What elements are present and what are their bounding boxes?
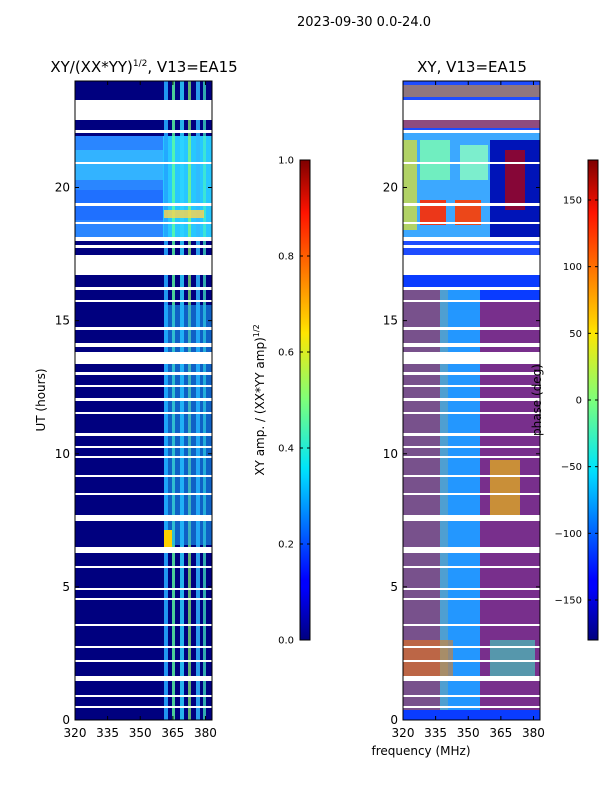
right-cbar-tick-label: −50 — [561, 462, 582, 473]
left-panel-title: XY/(XX*YY)1/2, V13=EA15 — [50, 58, 237, 76]
left-colorbar — [299, 159, 311, 641]
right-cbar-tick-label: 0 — [576, 396, 582, 407]
right-heatmap — [403, 81, 540, 720]
figure-suptitle: 2023-09-30 0.0-24.0 — [297, 15, 431, 30]
left-xtick-label: 320 — [64, 726, 87, 740]
right-colorbar-label: phase (deg) — [530, 364, 544, 436]
right-xtick-label: 320 — [392, 726, 415, 740]
left-xtick-label: 365 — [161, 726, 184, 740]
left-cbar-tick-label: 0.4 — [278, 444, 294, 455]
left-cbar-tick-label: 1.0 — [278, 156, 294, 167]
right-ytick-label: 20 — [383, 181, 398, 195]
right-cbar-tick-label: 50 — [569, 329, 582, 340]
left-title-sup: 1/2 — [133, 59, 147, 69]
left-plot-frame — [74, 80, 213, 721]
right-ytick-label: 15 — [383, 314, 398, 328]
left-xtick-label: 350 — [129, 726, 152, 740]
figure-xlabel: frequency (MHz) — [371, 744, 470, 758]
right-ytick-label: 5 — [390, 580, 398, 594]
right-axes: 320 335 350 365 380 0 5 10 15 20 — [383, 81, 545, 740]
left-ytick-label: 10 — [55, 447, 70, 461]
left-ytick-label: 15 — [55, 314, 70, 328]
right-cbar-tick-label: 150 — [563, 196, 582, 207]
left-xtick-label: 380 — [194, 726, 217, 740]
right-xtick-label: 350 — [457, 726, 480, 740]
left-cbar-tick-label: 0.0 — [278, 636, 294, 647]
left-xtick-label: 335 — [96, 726, 119, 740]
left-axes: 320 335 350 365 380 0 5 10 15 20 — [55, 81, 217, 740]
left-heatmap — [75, 81, 212, 720]
right-ytick-label: 10 — [383, 447, 398, 461]
left-title-base: XY/(XX*YY) — [50, 58, 133, 76]
left-cbar-tick-label: 0.8 — [278, 252, 294, 263]
left-colorbar-label: XY amp. / (XX*YY amp)1/2 — [252, 324, 267, 475]
left-title-tail: , V13=EA15 — [147, 58, 237, 76]
left-cbar-label-sup: 1/2 — [252, 324, 261, 337]
right-cbar-tick-label: −100 — [555, 529, 582, 540]
right-ytick-label: 0 — [390, 713, 398, 727]
left-colorbar-ticks: 0.0 0.2 0.4 0.6 0.8 1.0 — [278, 156, 310, 647]
right-xtick-label: 380 — [522, 726, 545, 740]
right-cbar-tick-label: 100 — [563, 262, 582, 273]
right-xtick-label: 365 — [489, 726, 512, 740]
left-ytick-label: 0 — [62, 713, 70, 727]
left-cbar-label-base: XY amp. / (XX*YY amp) — [253, 337, 267, 475]
left-ylabel: UT (hours) — [34, 368, 48, 431]
left-cbar-tick-label: 0.2 — [278, 540, 294, 551]
left-ytick-label: 5 — [62, 580, 70, 594]
right-panel-title: XY, V13=EA15 — [417, 58, 527, 76]
right-cbar-tick-label: −150 — [555, 596, 582, 607]
right-colorbar-ticks: −150 −100 −50 0 50 100 150 — [555, 196, 598, 607]
left-ytick-label: 20 — [55, 181, 70, 195]
right-plot-frame — [402, 80, 541, 721]
left-cbar-tick-label: 0.6 — [278, 348, 294, 359]
right-xtick-label: 335 — [424, 726, 447, 740]
